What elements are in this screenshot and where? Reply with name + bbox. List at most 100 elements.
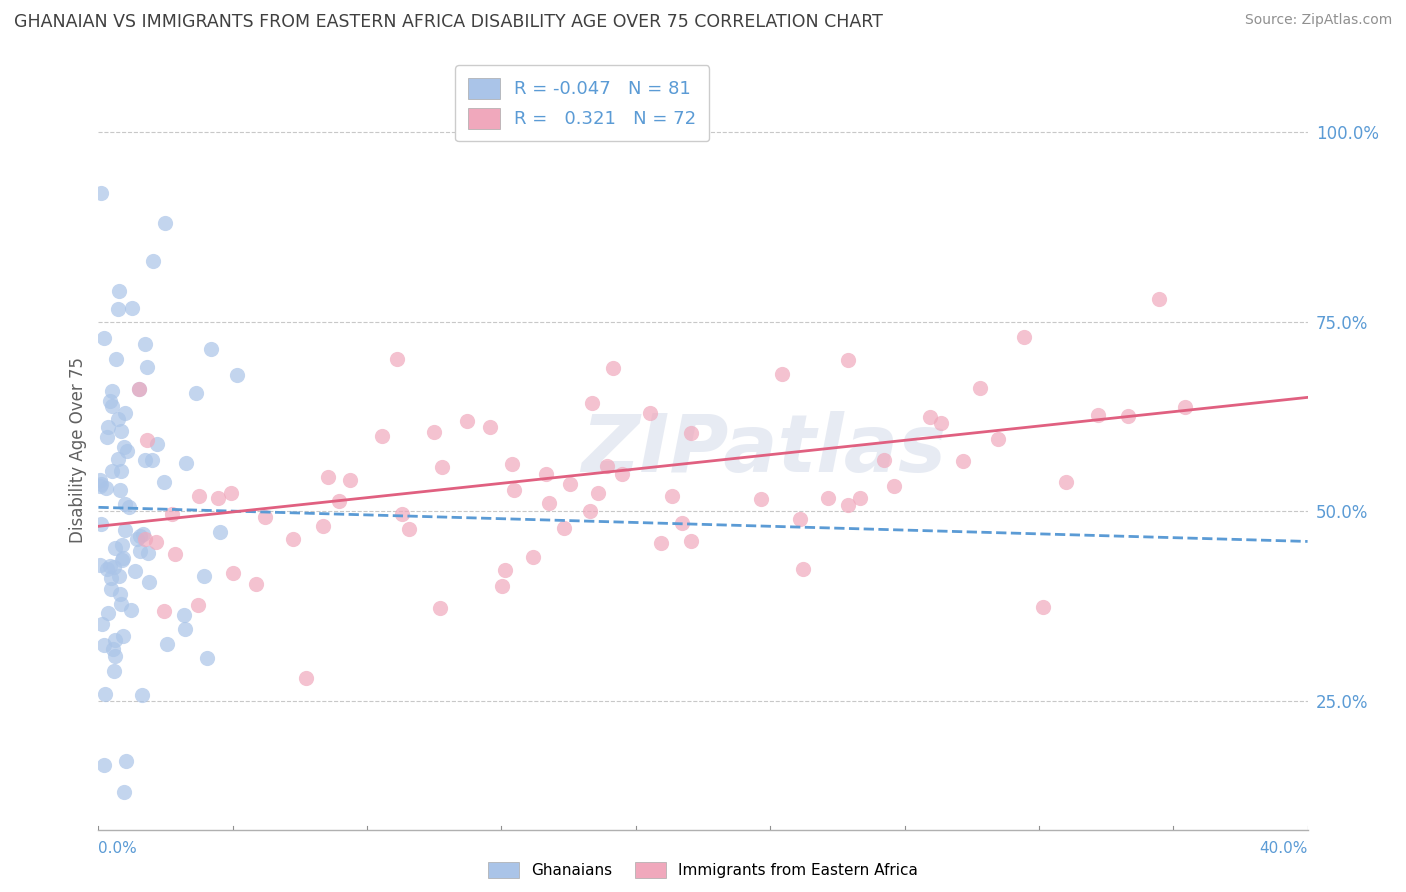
Point <box>200 342 222 356</box>
Point <box>328 493 350 508</box>
Point <box>312 518 335 533</box>
Point <box>929 416 952 430</box>
Point <box>90 477 112 491</box>
Point <box>661 489 683 503</box>
Point <box>770 368 793 382</box>
Point <box>111 550 134 565</box>
Point <box>671 516 693 530</box>
Point <box>115 755 138 769</box>
Point <box>110 597 132 611</box>
Point <box>536 467 558 482</box>
Point <box>110 587 132 601</box>
Point <box>117 444 139 458</box>
Point <box>837 498 859 512</box>
Point <box>385 351 408 366</box>
Point <box>195 651 218 665</box>
Point <box>1116 409 1139 424</box>
Point <box>207 491 229 505</box>
Point <box>219 486 242 500</box>
Point <box>522 549 544 564</box>
Point <box>107 412 129 426</box>
Point <box>104 541 127 555</box>
Point <box>112 440 135 454</box>
Point <box>97 419 120 434</box>
Point <box>104 633 127 648</box>
Point <box>873 453 896 467</box>
Point <box>1032 599 1054 614</box>
Point <box>134 532 156 546</box>
Point <box>141 453 163 467</box>
Point <box>110 424 132 438</box>
Point <box>156 637 179 651</box>
Point <box>391 507 413 521</box>
Point <box>174 456 197 470</box>
Point <box>222 566 245 581</box>
Point <box>135 433 157 447</box>
Point <box>184 386 207 401</box>
Point <box>792 562 814 576</box>
Point <box>173 608 195 623</box>
Point <box>153 475 176 489</box>
Point <box>1174 400 1197 414</box>
Point <box>104 649 127 664</box>
Point <box>93 758 115 772</box>
Point <box>429 600 451 615</box>
Point <box>108 284 131 298</box>
Point <box>111 553 134 567</box>
Point <box>138 575 160 590</box>
Point <box>128 382 150 396</box>
Point <box>595 458 617 473</box>
Point <box>1054 475 1077 490</box>
Point <box>883 479 905 493</box>
Point <box>93 638 115 652</box>
Point <box>127 532 149 546</box>
Point <box>558 477 581 491</box>
Point <box>155 216 177 230</box>
Point <box>112 785 135 799</box>
Point <box>89 473 111 487</box>
Point <box>502 483 524 497</box>
Point <box>1149 292 1171 306</box>
Point <box>952 454 974 468</box>
Point <box>294 671 316 685</box>
Point <box>98 393 121 408</box>
Point <box>581 396 603 410</box>
Point <box>318 470 340 484</box>
Point <box>101 641 124 656</box>
Point <box>969 381 991 395</box>
Point <box>114 523 136 537</box>
Point <box>370 429 392 443</box>
Point <box>128 383 150 397</box>
Point <box>553 521 575 535</box>
Point <box>1087 408 1109 422</box>
Point <box>129 529 152 543</box>
Point <box>681 534 703 549</box>
Point <box>101 464 124 478</box>
Point <box>817 491 839 505</box>
Point <box>134 337 156 351</box>
Text: ZIPatlas: ZIPatlas <box>581 411 946 490</box>
Point <box>94 687 117 701</box>
Point <box>918 409 941 424</box>
Y-axis label: Disability Age Over 75: Disability Age Over 75 <box>69 358 87 543</box>
Point <box>124 564 146 578</box>
Point <box>89 558 111 572</box>
Point <box>128 544 150 558</box>
Text: Source: ZipAtlas.com: Source: ZipAtlas.com <box>1244 13 1392 28</box>
Point <box>110 483 132 497</box>
Point <box>101 384 124 398</box>
Text: 0.0%: 0.0% <box>98 841 138 856</box>
Point <box>638 406 661 420</box>
Text: GHANAIAN VS IMMIGRANTS FROM EASTERN AFRICA DISABILITY AGE OVER 75 CORRELATION CH: GHANAIAN VS IMMIGRANTS FROM EASTERN AFRI… <box>14 13 883 31</box>
Point <box>100 571 122 585</box>
Point <box>103 665 125 679</box>
Point <box>152 604 174 618</box>
Point <box>538 496 561 510</box>
Point <box>145 535 167 549</box>
Point <box>163 547 186 561</box>
Point <box>456 414 478 428</box>
Point <box>987 432 1010 446</box>
Point <box>749 491 772 506</box>
Point <box>89 478 111 492</box>
Point <box>121 301 143 315</box>
